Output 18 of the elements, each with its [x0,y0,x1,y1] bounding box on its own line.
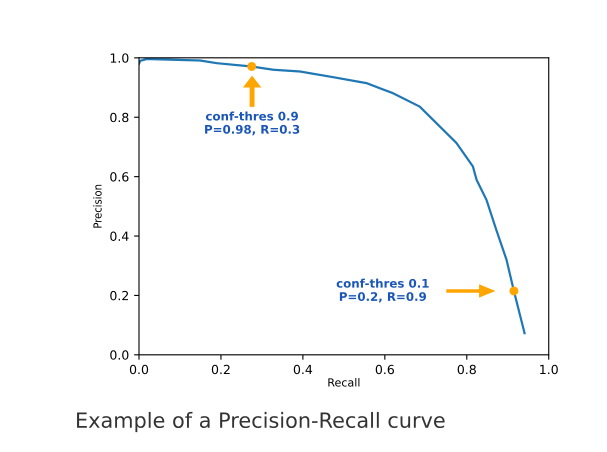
x-tick-label: 0.4 [294,364,312,374]
annotation: conf-thres 0.9 P=0.98, R=0.3 [205,111,300,136]
x-tick-label: 0.0 [130,364,148,374]
x-tick-label: 0.2 [212,364,230,374]
x-tick-label: 0.6 [376,364,394,374]
y-tick-label: 0.4 [110,232,129,241]
text: Example of a Precision-Recall curve [77,412,445,432]
line-series [139,58,526,334]
y-tick-label: 0.0 [110,350,128,360]
y-tick-label: 0.6 [110,172,128,182]
y-tick-label: 1.0 [110,53,128,63]
annotation: conf-thres 0.1 P=0.2, R=0.9 [336,278,429,303]
y-tick-label: 0.2 [110,290,128,300]
x-axis-title: Recall [328,378,360,387]
y-axis-title: Precision [93,184,102,228]
y-tick-label: 0.8 [110,112,128,122]
x-tick-label: 0.8 [458,364,476,374]
x-tick-label: 1.0 [540,364,558,374]
